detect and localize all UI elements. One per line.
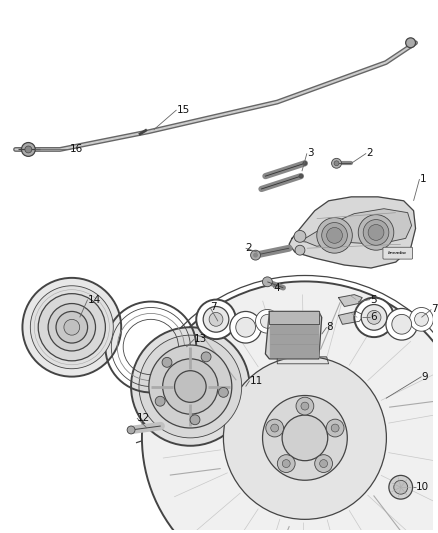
Circle shape [230,311,261,343]
Circle shape [201,352,211,362]
Text: 12: 12 [137,413,150,423]
Circle shape [131,327,250,446]
Circle shape [389,475,413,499]
Text: 8: 8 [327,322,333,332]
Circle shape [303,161,307,165]
Text: 15: 15 [177,105,190,115]
Circle shape [38,294,106,361]
Circle shape [414,312,428,326]
Polygon shape [265,311,321,359]
Circle shape [127,426,135,434]
Circle shape [317,217,352,253]
Circle shape [266,419,283,437]
Text: brembo: brembo [389,251,407,255]
Circle shape [294,230,306,243]
Text: 7: 7 [431,304,438,314]
Circle shape [332,158,342,168]
Circle shape [255,310,279,333]
Polygon shape [302,209,412,246]
Text: 2: 2 [246,243,252,253]
Circle shape [223,357,386,519]
Circle shape [21,142,35,156]
Circle shape [251,250,261,260]
Text: 11: 11 [250,376,263,385]
Circle shape [354,297,394,337]
Circle shape [321,223,347,248]
Circle shape [301,402,309,410]
Circle shape [361,304,387,330]
Text: 5: 5 [370,295,377,304]
Circle shape [326,419,344,437]
Circle shape [253,253,258,257]
Circle shape [282,415,328,461]
Circle shape [367,310,381,324]
Circle shape [155,397,165,406]
Circle shape [30,286,113,369]
Circle shape [331,424,339,432]
Circle shape [236,317,255,337]
Polygon shape [270,325,318,357]
Circle shape [209,312,223,326]
Circle shape [410,308,433,331]
Circle shape [327,228,343,243]
Circle shape [261,314,274,328]
Circle shape [262,277,272,287]
Circle shape [394,480,408,494]
Circle shape [271,424,279,432]
Polygon shape [269,311,319,324]
Circle shape [219,387,228,397]
Text: 9: 9 [421,372,428,382]
Text: 16: 16 [70,144,83,155]
Circle shape [48,303,95,351]
Circle shape [149,345,232,428]
Text: 14: 14 [88,295,101,304]
Circle shape [334,161,339,166]
Text: 7: 7 [210,303,217,312]
Polygon shape [339,311,364,324]
Circle shape [196,300,236,339]
Text: 4: 4 [273,282,280,293]
Circle shape [386,309,417,340]
Circle shape [25,146,32,153]
Ellipse shape [142,281,438,533]
Circle shape [162,358,172,367]
Circle shape [262,395,347,480]
Circle shape [299,174,303,178]
Text: 1: 1 [420,174,426,184]
Circle shape [406,38,416,48]
Circle shape [190,415,200,425]
Circle shape [296,397,314,415]
Circle shape [203,306,229,332]
Circle shape [368,224,384,240]
Polygon shape [277,357,328,364]
Circle shape [314,455,332,472]
FancyBboxPatch shape [383,247,413,259]
Circle shape [277,455,295,472]
Circle shape [392,314,412,334]
Circle shape [282,459,290,467]
Circle shape [358,215,394,250]
Text: 13: 13 [194,334,208,344]
Circle shape [162,359,218,414]
Circle shape [56,311,88,343]
Circle shape [363,220,389,245]
Polygon shape [289,197,416,268]
Circle shape [174,371,206,402]
Text: 2: 2 [366,148,373,158]
Circle shape [22,278,121,377]
Circle shape [320,459,328,467]
Text: 6: 6 [370,312,377,322]
Circle shape [139,335,242,438]
Circle shape [64,319,80,335]
Text: 10: 10 [416,482,429,492]
Text: 3: 3 [307,148,314,158]
Circle shape [295,245,305,255]
Polygon shape [339,295,362,306]
